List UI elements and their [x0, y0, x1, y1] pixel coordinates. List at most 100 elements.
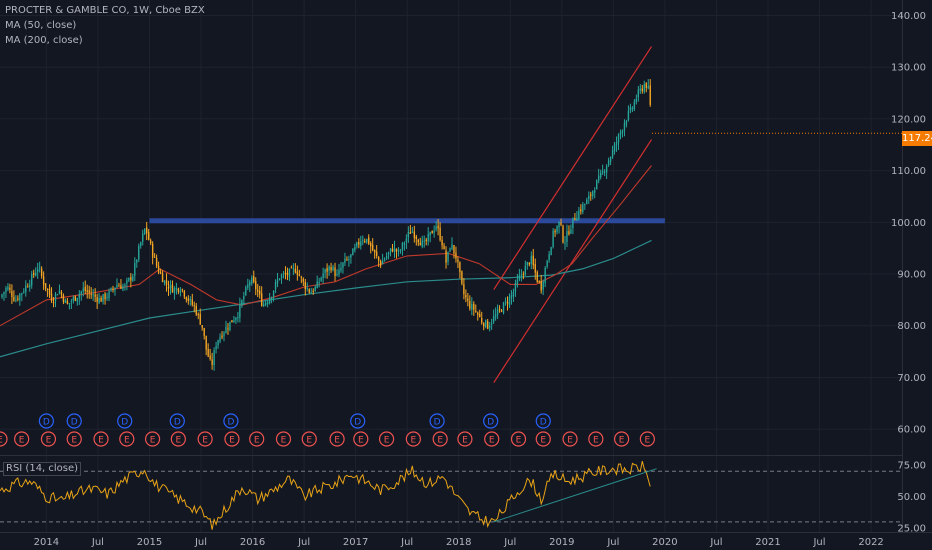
candle-body: [609, 157, 612, 162]
dividend-marker: [483, 413, 499, 429]
candle-body: [274, 282, 277, 290]
candle-body: [556, 225, 558, 232]
candle-body: [146, 227, 148, 234]
candle-body: [344, 258, 346, 263]
candle-body: [241, 300, 243, 306]
candle-body: [31, 274, 33, 286]
candle-body: [58, 290, 61, 294]
dividend-marker-label: D: [71, 418, 78, 428]
chart-title[interactable]: PROCTER & GAMBLE CO, 1W, Cboe BZX: [5, 5, 205, 16]
candle-body: [544, 267, 546, 283]
earnings-marker: [249, 431, 265, 447]
candle-body: [621, 130, 624, 133]
candle-body: [179, 290, 182, 293]
candle-body: [110, 287, 112, 291]
ma50-line: [0, 165, 652, 327]
candle-body: [433, 230, 435, 233]
candle-body: [617, 134, 620, 143]
candle-body: [159, 272, 162, 274]
earnings-marker: [301, 431, 317, 447]
candle-body: [290, 267, 293, 269]
candle-body: [249, 281, 251, 286]
earnings-marker: [144, 431, 161, 447]
candle-body: [415, 236, 418, 239]
time-axis-label: 2014: [34, 537, 59, 548]
candle-body: [134, 262, 136, 276]
candle-body: [257, 289, 259, 292]
candle-body: [443, 245, 445, 249]
candle-body: [330, 267, 332, 271]
candle-body: [229, 321, 231, 331]
candle-body: [453, 245, 455, 254]
time-axis-label: 2020: [652, 537, 677, 548]
candle-body: [526, 262, 529, 266]
candle-body: [605, 166, 608, 173]
candle-body: [599, 172, 602, 178]
candle-body: [393, 247, 396, 252]
candle-body: [94, 294, 96, 297]
candle-body: [247, 284, 249, 288]
earnings-marker-label: E: [567, 436, 573, 446]
price-axis-label: 90.00: [897, 270, 926, 281]
candle-body: [534, 263, 536, 273]
ma50-legend[interactable]: MA (50, close): [5, 20, 77, 31]
candle-body: [494, 314, 497, 318]
candle-body: [576, 217, 578, 221]
candle-body: [637, 89, 640, 98]
earnings-marker: [119, 431, 135, 447]
candle-body: [481, 317, 483, 323]
rsi-line: [0, 460, 651, 530]
candle-body: [538, 281, 540, 283]
candle-body: [584, 203, 586, 206]
candle-body: [108, 290, 110, 299]
candle-body: [292, 268, 295, 270]
ma200-legend[interactable]: MA (200, close): [5, 35, 83, 46]
candle-body: [68, 303, 71, 305]
candle-body: [520, 274, 523, 276]
rsi-legend[interactable]: RSI (14, close): [3, 462, 82, 476]
earnings-marker: [535, 431, 551, 447]
earnings-marker: [197, 431, 213, 447]
candle-body: [429, 231, 431, 236]
candle-body: [205, 335, 207, 350]
candle-body: [92, 294, 94, 296]
candle-body: [631, 108, 634, 110]
earnings-marker-label: E: [306, 436, 312, 446]
candle-body: [114, 287, 116, 291]
candle-body: [169, 284, 172, 288]
earnings-marker: [93, 431, 109, 447]
candle-body: [625, 120, 628, 125]
candle-body: [596, 179, 598, 190]
candle-body: [451, 244, 453, 250]
candle-body: [272, 290, 275, 298]
earnings-marker: [14, 431, 30, 447]
earnings-marker: [484, 431, 500, 447]
candle-body: [66, 300, 69, 304]
candle-body: [532, 255, 534, 266]
candle-body: [187, 298, 190, 301]
candle-body: [260, 293, 263, 306]
candle-body: [102, 294, 104, 302]
candle-body: [516, 279, 519, 285]
candle-body: [550, 247, 552, 256]
price-axis-label: 120.00: [891, 114, 926, 125]
candle-body: [455, 252, 457, 259]
candle-body: [342, 262, 344, 268]
rsi-trendline: [493, 468, 657, 523]
candle-body: [165, 280, 168, 286]
candle-body: [80, 291, 82, 295]
candle-body: [366, 238, 368, 243]
candle-body: [601, 171, 604, 173]
candle-body: [90, 294, 92, 296]
candle-body: [98, 298, 100, 303]
candle-body: [419, 242, 421, 246]
candle-body: [62, 295, 65, 302]
candle-body: [423, 240, 425, 242]
candle-body: [514, 283, 517, 292]
earnings-marker: [0, 431, 8, 447]
candle-body: [268, 297, 271, 304]
axes: 140.00 130.00 120.00 110.00 100.00 90.00 80.00…: [34, 11, 926, 548]
candle-body: [377, 256, 380, 261]
candle-body: [199, 314, 201, 325]
